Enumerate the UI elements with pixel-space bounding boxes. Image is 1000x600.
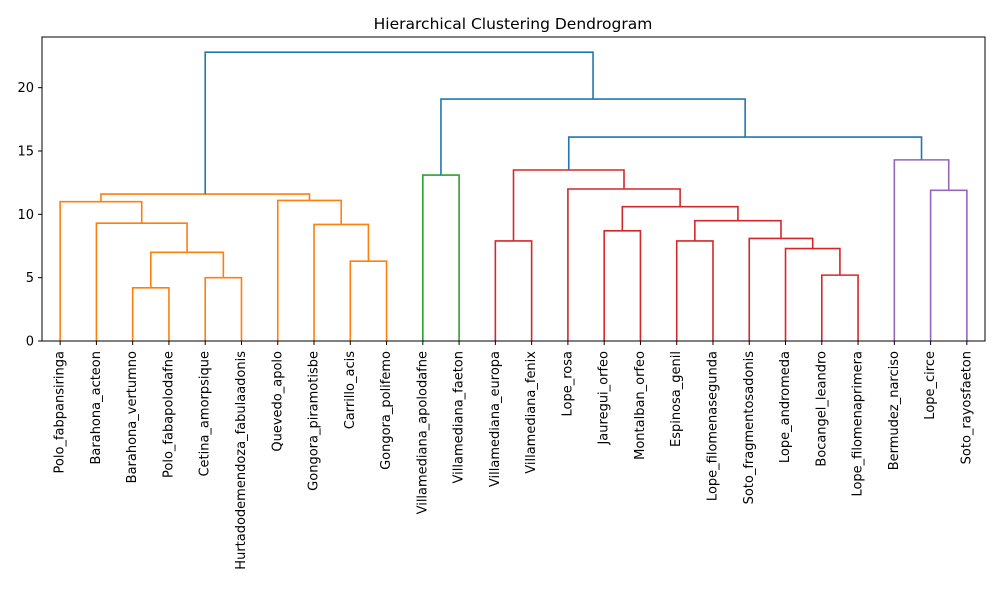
leaf-label: Lope_circe [923, 351, 938, 420]
link-m10 [422, 174, 460, 341]
leaf-label: Carrillo_acis [343, 351, 358, 430]
leaf-label: Soto_fragmentosadonis [742, 351, 757, 505]
leaf-label: Montalban_orfeo [633, 351, 648, 460]
leaf-label: Polo_fabpansiringa [53, 351, 68, 473]
leaf-label: Villamediana_faeton [452, 351, 467, 483]
plot-frame [41, 36, 986, 342]
leaf-label: Polo_fabapolodafne [161, 351, 176, 478]
link-m23 [567, 136, 923, 170]
link-m14 [820, 274, 859, 341]
leaf-label: Villamediana_fenix [524, 351, 539, 474]
leaf-label: Espinosa_genil [669, 351, 684, 447]
link-m4 [95, 222, 188, 341]
link-m7 [313, 223, 370, 341]
link-m16 [748, 237, 814, 341]
leaf-label: Lope_rosa [560, 351, 575, 416]
leaf-label: Lope_filomenasegunda [705, 351, 720, 501]
y-tick-label: 15 [17, 145, 34, 160]
leaf-label: Barahona_vertumno [125, 351, 140, 483]
link-m6 [349, 260, 388, 341]
leaf-label: Gongora_polifemo [379, 351, 394, 470]
y-tick-label: 10 [17, 208, 34, 223]
dendrogram-links [59, 51, 968, 341]
leaf-label: Villamediana_europa [488, 351, 503, 487]
leaf-label: Lope_filomenaprimera [851, 351, 866, 497]
link-m11 [494, 240, 533, 341]
y-tick-label: 0 [26, 335, 34, 350]
link-m17 [694, 219, 782, 241]
y-axis: 0 5 10 15 20 [17, 81, 42, 350]
link-m19 [567, 188, 681, 341]
leaf-label: Hurtadodemendoza_fabulaadonis [234, 351, 249, 570]
link-m13 [675, 240, 714, 341]
link-m1 [131, 287, 170, 341]
link-m24 [440, 98, 746, 176]
y-tick-label: 5 [26, 271, 34, 286]
chart-title: Hierarchical Clustering Dendrogram [374, 15, 653, 33]
leaf-label: Gongora_piramotisbe [307, 351, 322, 491]
leaf-label: Lope_andromeda [778, 351, 793, 463]
link-m5 [59, 200, 143, 341]
leaf-label: Cetina_amorpsique [198, 351, 213, 477]
link-m8 [276, 199, 343, 341]
leaf-label: Bermudez_narciso [887, 351, 902, 470]
link-m2 [204, 276, 243, 341]
leaf-label: Jauregui_orfeo [597, 351, 612, 446]
leaf-label: Soto_rayosfaeton [959, 351, 974, 464]
link-m25 [204, 51, 594, 195]
link-m18 [621, 205, 739, 231]
leaf-label: Quevedo_apolo [270, 351, 285, 452]
link-m21 [929, 189, 968, 341]
y-tick-label: 20 [17, 81, 34, 96]
link-m9 [100, 193, 311, 202]
link-m22 [893, 159, 950, 341]
leaf-label: Barahona_acteon [89, 351, 104, 465]
link-m12 [603, 230, 642, 341]
link-m3 [150, 251, 225, 288]
leaf-label: Bocangel_leandro [814, 351, 829, 467]
leaf-labels: Polo_fabpansiringa Barahona_acteon Barahon… [53, 341, 974, 570]
link-m15 [784, 247, 841, 341]
leaf-label: Villamediana_apolodafne [415, 351, 430, 514]
